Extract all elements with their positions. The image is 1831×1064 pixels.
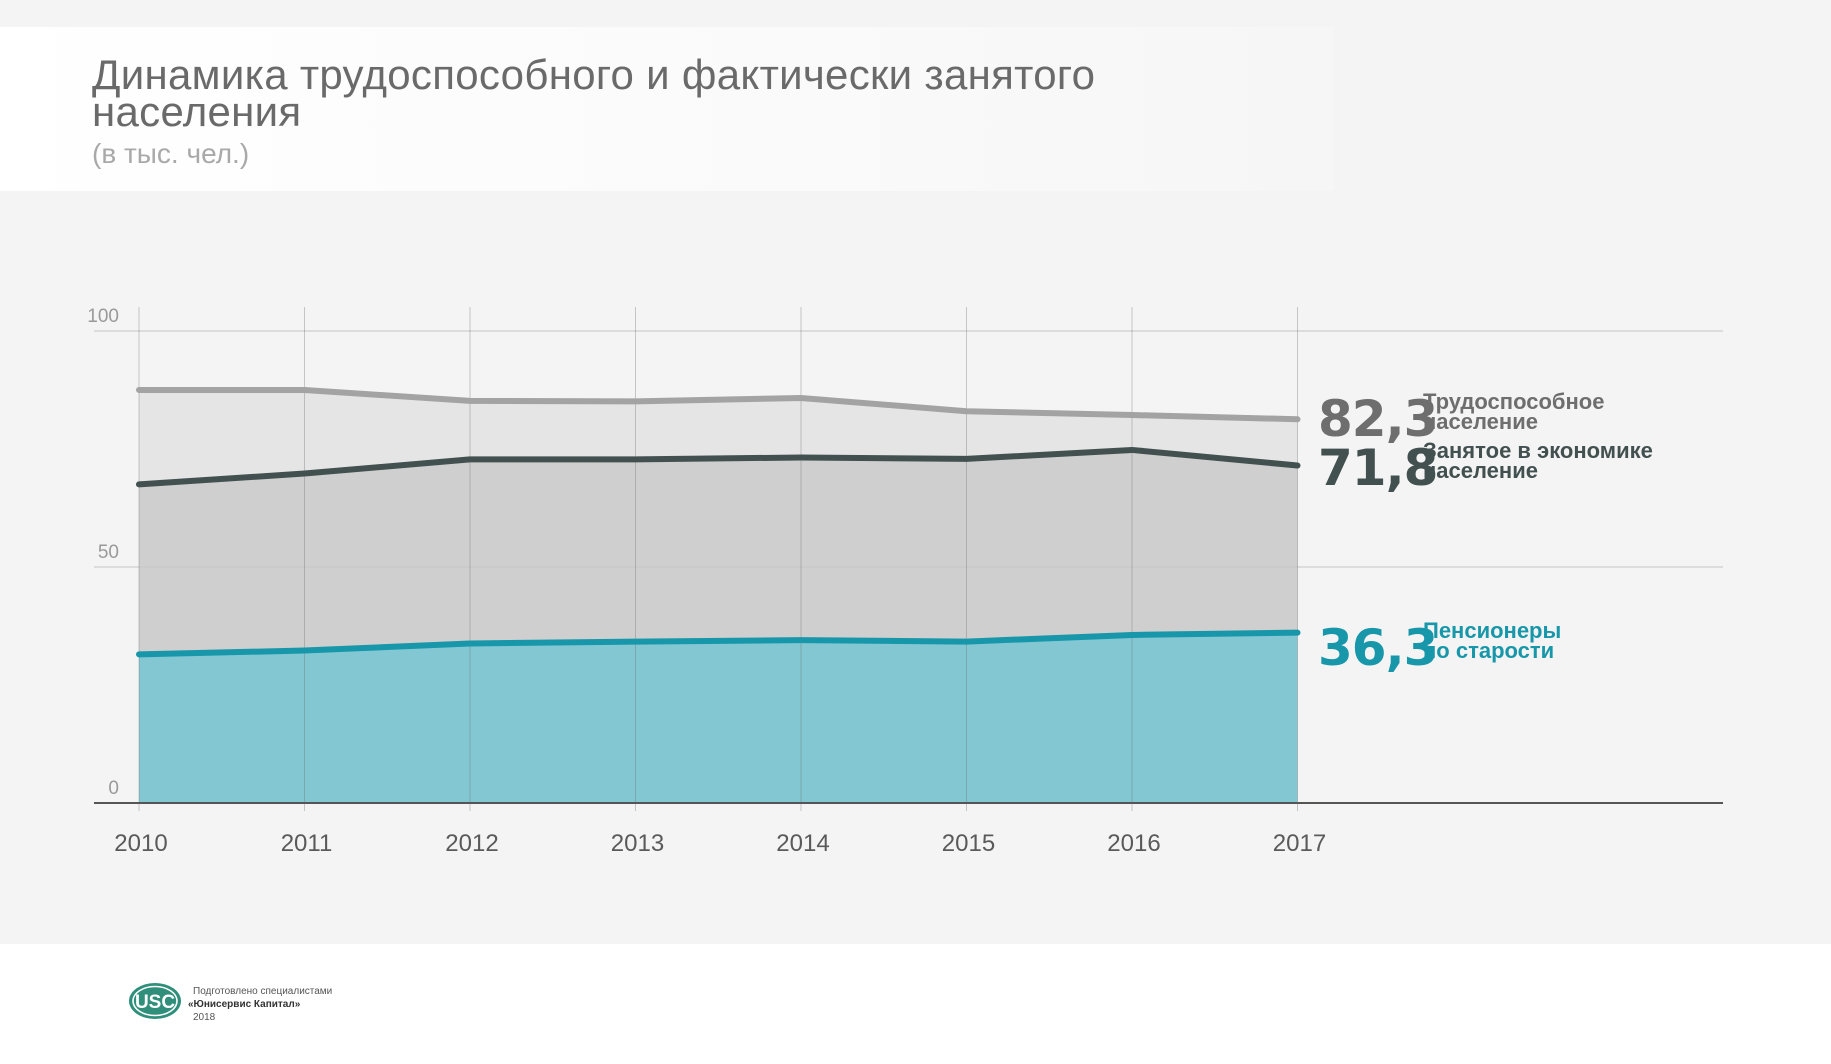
legend-label-line2: население	[1423, 409, 1538, 434]
logo-text: USC	[135, 992, 175, 1013]
legend-value: 36,3	[1318, 619, 1437, 677]
series-line-1	[136, 387, 1301, 423]
x-tick-label: 2011	[281, 830, 333, 857]
x-tick-label: 2013	[611, 830, 664, 857]
y-tick-label: 50	[98, 542, 119, 563]
footer	[0, 944, 1831, 1064]
credit-line-2: «Юнисервис Капитал»	[188, 999, 301, 1010]
legend-value: 71,8	[1318, 439, 1437, 497]
credit-line-3: 2018	[193, 1012, 216, 1023]
usc-logo: USC	[129, 983, 181, 1019]
credit-line-1: Подготовлено специалистами	[193, 986, 333, 997]
legend-label-line2: население	[1423, 458, 1538, 483]
legend-label-line1: Трудоспособное	[1423, 389, 1604, 414]
y-tick-label: 100	[87, 306, 119, 327]
y-tick-label: 0	[108, 778, 119, 799]
legend-label-line2: по старости	[1423, 638, 1554, 663]
title-band	[0, 27, 1334, 191]
area-series-3	[139, 632, 1298, 803]
x-tick-label: 2017	[1273, 830, 1326, 857]
legend-label-line1: Пенсионеры	[1423, 618, 1561, 643]
x-tick-label: 2015	[942, 830, 995, 857]
series-line-2	[136, 446, 1301, 488]
series-line-3	[136, 629, 1301, 658]
x-tick-label: 2012	[445, 830, 498, 857]
chart-subtitle: (в тыс. чел.)	[92, 138, 250, 169]
legend-value: 82,3	[1318, 390, 1437, 448]
chart-title: Динамика трудоспособного и фактически за…	[92, 51, 1096, 135]
x-tick-label: 2016	[1107, 830, 1160, 857]
legend-label-line1: Занятое в экономике	[1423, 438, 1653, 463]
x-tick-label: 2010	[114, 830, 167, 857]
x-tick-label: 2014	[776, 830, 829, 857]
credit: Подготовлено специалистами «Юнисервис Ка…	[188, 985, 332, 1024]
